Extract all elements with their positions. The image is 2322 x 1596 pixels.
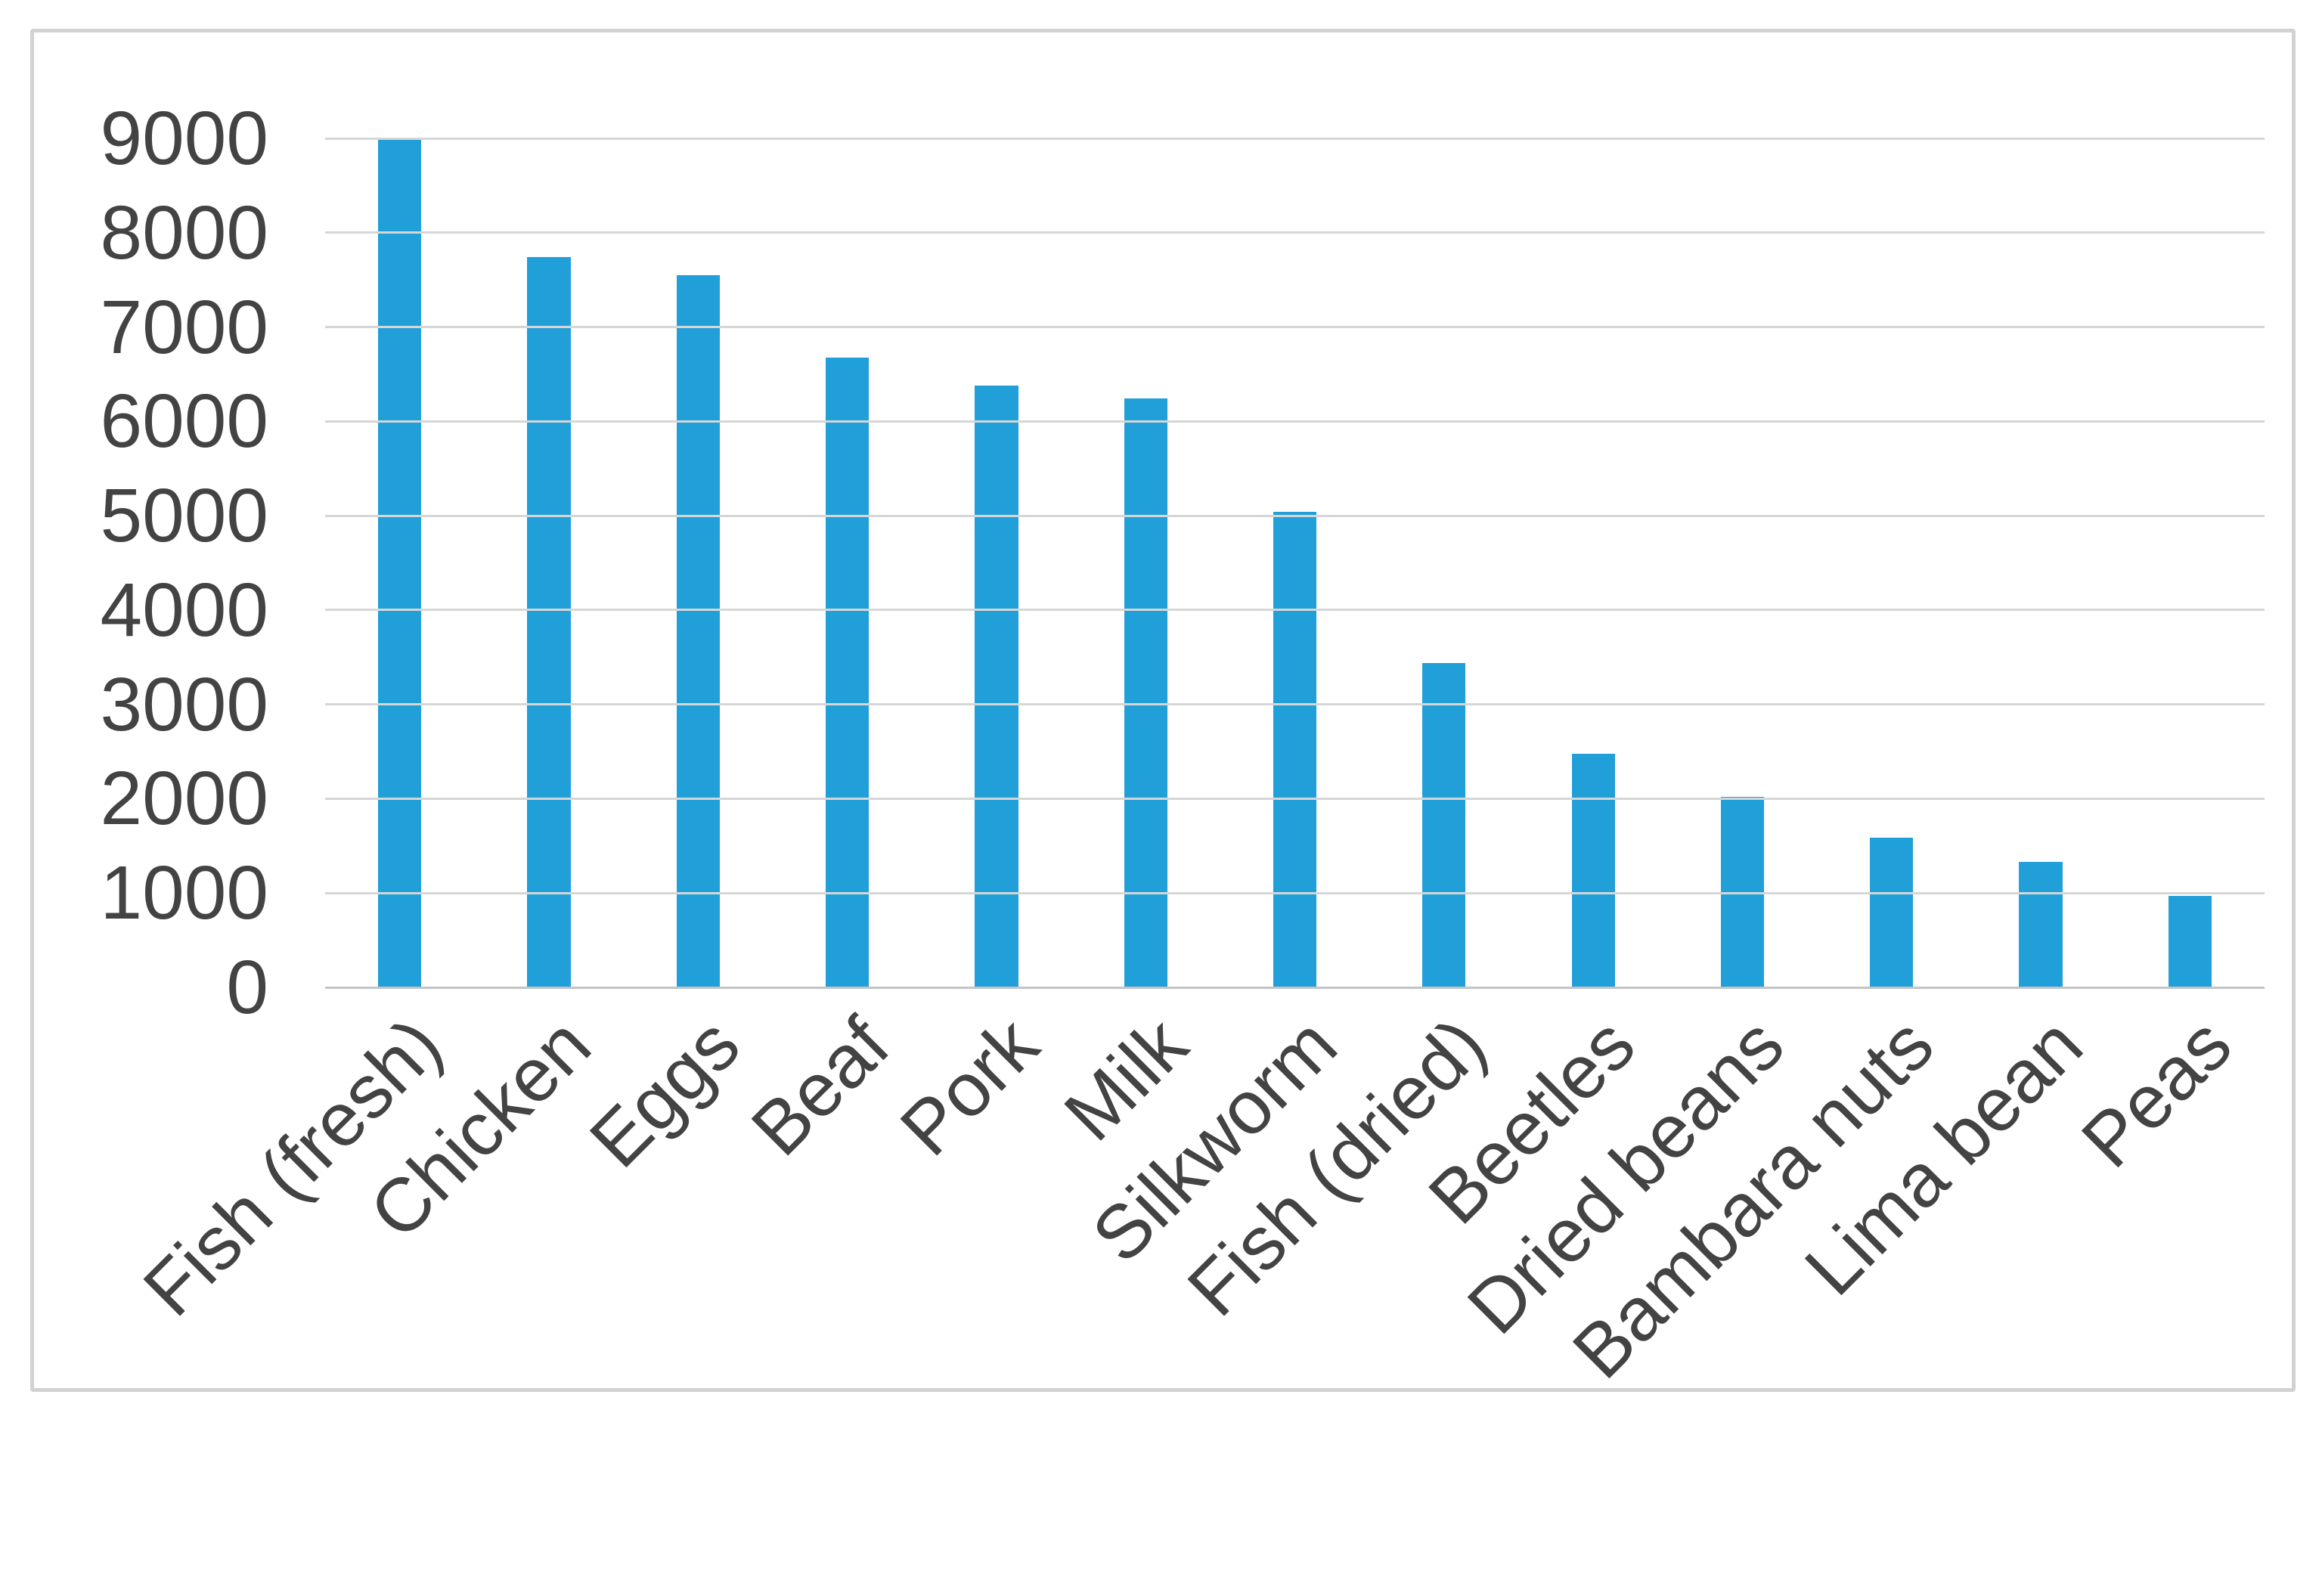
bar-milk [1124, 398, 1167, 987]
bar-eggs [676, 274, 720, 987]
gridline [325, 609, 2265, 612]
y-tick-label: 7000 [100, 284, 268, 370]
bar-beetles [1571, 753, 1615, 987]
bar-slot [773, 138, 922, 987]
y-tick-label: 9000 [100, 96, 268, 181]
gridline [325, 231, 2265, 234]
bar-fish-dried [1422, 662, 1466, 987]
gridline [325, 326, 2265, 329]
bar-slot [624, 138, 773, 987]
bar-slot [1519, 138, 1668, 987]
x-axis-line [325, 986, 2265, 989]
bar-slot [1817, 138, 1966, 987]
bar-slot [922, 138, 1071, 987]
y-tick-label: 1000 [100, 851, 268, 936]
bar-pork [975, 385, 1018, 987]
gridline [325, 703, 2265, 706]
y-axis: 0 1000 2000 3000 4000 5000 6000 7000 8000 9000 [34, 101, 268, 1025]
bar-lima-bean [2019, 862, 2063, 987]
gridline [325, 420, 2265, 423]
bar-slot [1668, 138, 1817, 987]
y-tick-label: 2000 [100, 756, 268, 841]
y-tick-label: 3000 [100, 662, 268, 747]
gridline [325, 137, 2265, 140]
bar-fish-fresh [378, 138, 422, 987]
y-tick-label: 4000 [100, 567, 268, 652]
bar-slot [1369, 138, 1518, 987]
bar-peas [2168, 895, 2212, 987]
bar-beaf [825, 357, 870, 987]
gridline [325, 514, 2265, 517]
bars [325, 138, 2265, 987]
gridline [325, 797, 2265, 800]
bar-slot [2116, 138, 2265, 987]
bar-slot [474, 138, 623, 987]
y-tick-label: 0 [226, 945, 268, 1030]
bar-chicken [527, 257, 571, 987]
bar-slot [1071, 138, 1220, 987]
bar-bambara-nuts [1870, 837, 1914, 987]
x-axis: Fish (fresh) Chicken Eggs Beaf Pork Milk Silkw… [127, 1002, 2265, 1427]
chart-frame: 0 1000 2000 3000 4000 5000 6000 7000 8000 9000 Fi… [30, 29, 2296, 1395]
bar-slot [325, 138, 474, 987]
page: { "figure": { "background_color": "#ffff… [30, 29, 2296, 1395]
y-tick-label: 6000 [100, 379, 268, 464]
gridline [325, 891, 2265, 894]
bar-slot [1220, 138, 1369, 987]
bar-slot [1966, 138, 2115, 987]
plot-area [325, 137, 2265, 989]
y-tick-label: 8000 [100, 190, 268, 275]
y-tick-label: 5000 [100, 473, 268, 559]
bar-silkworm [1273, 512, 1317, 987]
